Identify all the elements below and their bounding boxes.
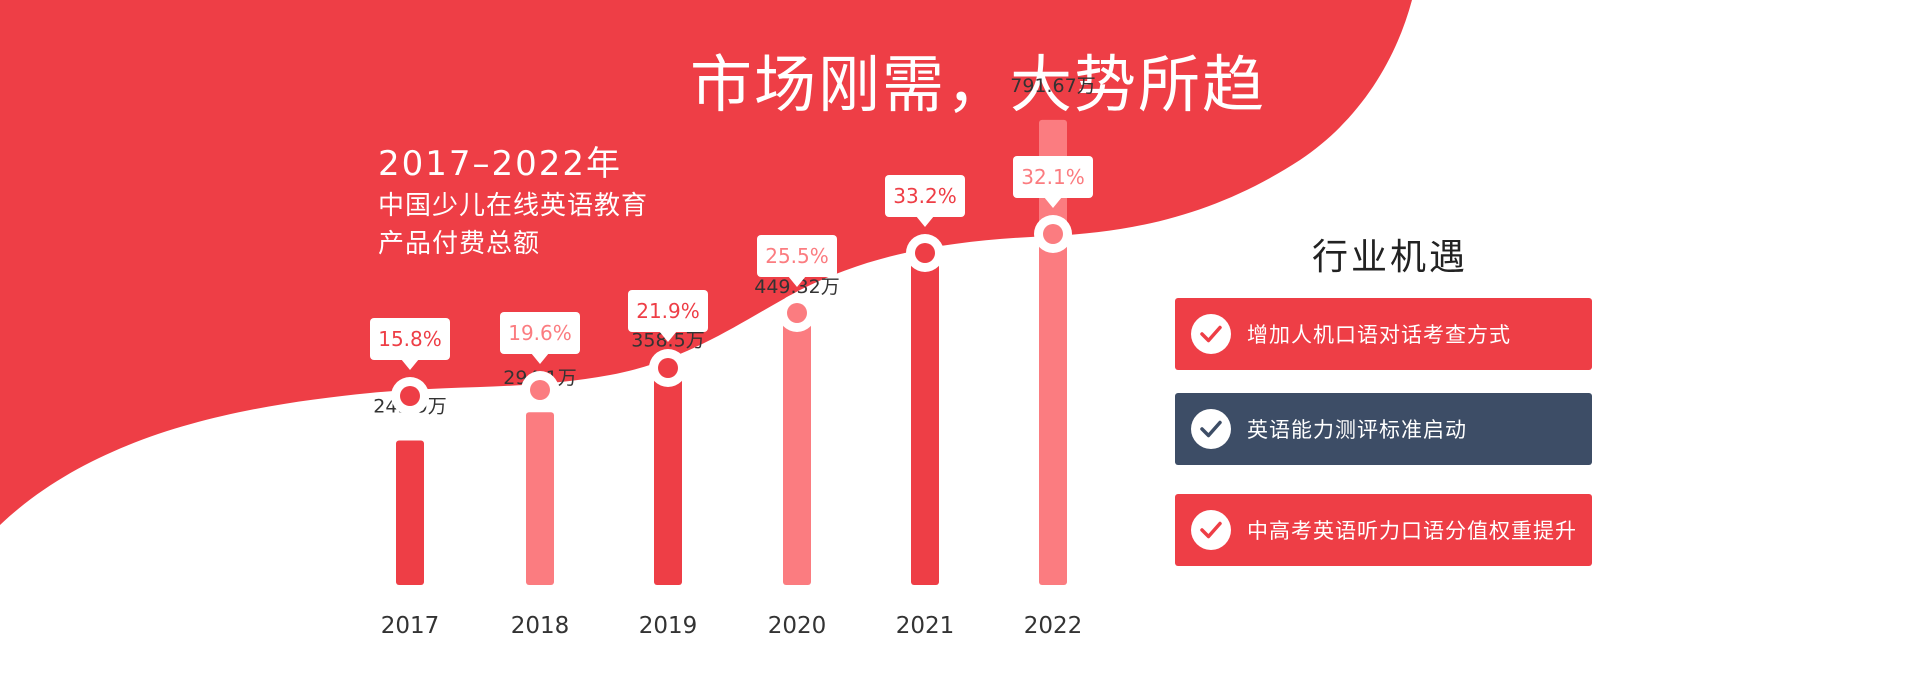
growth-marker-dot-2019: [658, 358, 678, 378]
opportunity-item-1: 增加人机口语对话考查方式: [1175, 298, 1592, 370]
bar-2019: [654, 374, 682, 585]
check-icon: [1191, 314, 1231, 354]
growth-marker-dot-2018: [530, 380, 550, 400]
opportunity-label: 增加人机口语对话考查方式: [1247, 323, 1511, 347]
year-label-2017: 2017: [381, 613, 440, 639]
growth-callout-2020: [757, 235, 837, 277]
growth-marker-dot-2017: [400, 386, 420, 406]
growth-callout-2017: [370, 318, 450, 360]
growth-callout-2021: [885, 175, 965, 217]
bar-2021: [911, 232, 939, 585]
subtitle-year-range: 2017–2022年: [378, 144, 623, 184]
subtitle-line-2: 产品付费总额: [378, 228, 541, 259]
year-label-2020: 2020: [768, 613, 827, 639]
year-label-2018: 2018: [511, 613, 570, 639]
opportunity-label: 英语能力测评标准启动: [1247, 418, 1467, 442]
page-title: 市场刚需，大势所趋: [690, 48, 1267, 121]
chart-subtitle: 2017–2022年 中国少儿在线英语教育 产品付费总额: [378, 142, 648, 262]
bar-2018: [526, 412, 554, 585]
growth-rate-2017: 15.8%: [378, 327, 442, 351]
opportunity-item-3: 中高考英语听力口语分值权重提升: [1175, 494, 1592, 566]
growth-rate-2019: 21.9%: [636, 299, 700, 323]
growth-callout-pointer-2018: [531, 353, 549, 364]
growth-callout-pointer-2021: [916, 216, 934, 227]
growth-rate-2022: 32.1%: [1021, 165, 1085, 189]
year-label-2019: 2019: [639, 613, 698, 639]
opportunities-title: 行业机遇: [1311, 237, 1468, 278]
growth-marker-dot-2021: [915, 243, 935, 263]
subtitle-line-1: 中国少儿在线英语教育: [378, 191, 649, 222]
year-label-2022: 2022: [1024, 613, 1083, 639]
value-label-2020: 449.32万: [754, 276, 839, 298]
growth-callout-pointer-2017: [401, 359, 419, 370]
growth-callout-pointer-2019: [659, 331, 677, 342]
growth-rate-2018: 19.6%: [508, 321, 572, 345]
growth-rate-2020: 25.5%: [765, 244, 829, 268]
year-label-2021: 2021: [896, 613, 955, 639]
bar-2017: [396, 440, 424, 585]
growth-callout-2019: [628, 290, 708, 332]
growth-callout-pointer-2022: [1044, 197, 1062, 208]
value-label-2022: 791.67万: [1010, 75, 1095, 97]
growth-callout-2018: [500, 312, 580, 354]
opportunity-label: 中高考英语听力口语分值权重提升: [1247, 519, 1577, 543]
growth-marker-dot-2020: [787, 303, 807, 323]
growth-rate-2021: 33.2%: [893, 184, 957, 208]
opportunity-item-2: 英语能力测评标准启动: [1175, 393, 1592, 465]
bar-2020: [783, 321, 811, 585]
growth-callout-pointer-2020: [788, 276, 806, 287]
check-icon: [1191, 409, 1231, 449]
growth-marker-dot-2022: [1043, 224, 1063, 244]
growth-callout-2022: [1013, 156, 1093, 198]
check-icon: [1191, 510, 1231, 550]
